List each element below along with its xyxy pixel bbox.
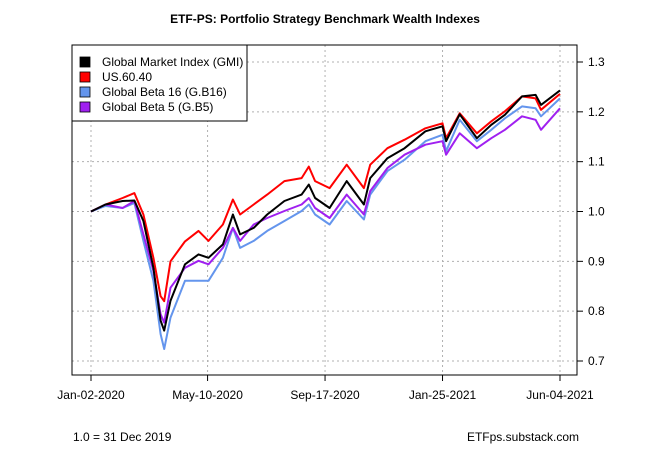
y-tick-label: 0.9 [588, 254, 605, 268]
y-tick-label: 0.7 [588, 354, 605, 368]
legend-swatch [79, 71, 91, 83]
legend-label: Global Beta 5 (G.B5) [102, 100, 213, 114]
y-tick-label: 1.3 [588, 55, 605, 69]
x-tick-label: Jan-25-2021 [409, 388, 477, 402]
legend-label: Global Beta 16 (G.B16) [102, 85, 227, 99]
series-line-1 [90, 93, 561, 303]
series-line-2 [90, 97, 561, 350]
x-tick-label: Jun-04-2021 [526, 388, 594, 402]
legend-swatch [79, 101, 91, 113]
x-axis: Jan-02-2020 May-10-2020 Sep-17-2020 Jan-25-… [57, 375, 594, 402]
legend-swatch [79, 56, 91, 68]
legend-swatch [79, 86, 91, 98]
footer-source: ETFps.substack.com [467, 430, 579, 444]
series-lines [90, 89, 561, 350]
y-tick-label: 0.8 [588, 304, 605, 318]
y-axis: 0.7 0.8 0.9 1.0 1.1 1.2 1.3 [577, 55, 605, 368]
x-tick-label: Jan-02-2020 [57, 388, 125, 402]
x-tick-label: Sep-17-2020 [290, 388, 360, 402]
footer-base-note: 1.0 = 31 Dec 2019 [73, 430, 172, 444]
legend-label: US.60.40 [102, 70, 152, 84]
x-tick-label: May-10-2020 [172, 388, 243, 402]
plot-frame [71, 44, 578, 376]
y-tick-label: 1.0 [588, 205, 605, 219]
y-tick-label: 1.1 [588, 155, 605, 169]
series-line-0 [90, 89, 561, 332]
y-tick-label: 1.2 [588, 105, 605, 119]
legend: Global Market Index (GMI)US.60.40Global … [71, 44, 248, 122]
legend-label: Global Market Index (GMI) [102, 55, 243, 69]
grid [72, 45, 577, 375]
legend-box [71, 44, 248, 122]
chart-title: ETF-PS: Portfolio Strategy Benchmark Wea… [170, 12, 480, 26]
series-line-3 [90, 107, 561, 324]
